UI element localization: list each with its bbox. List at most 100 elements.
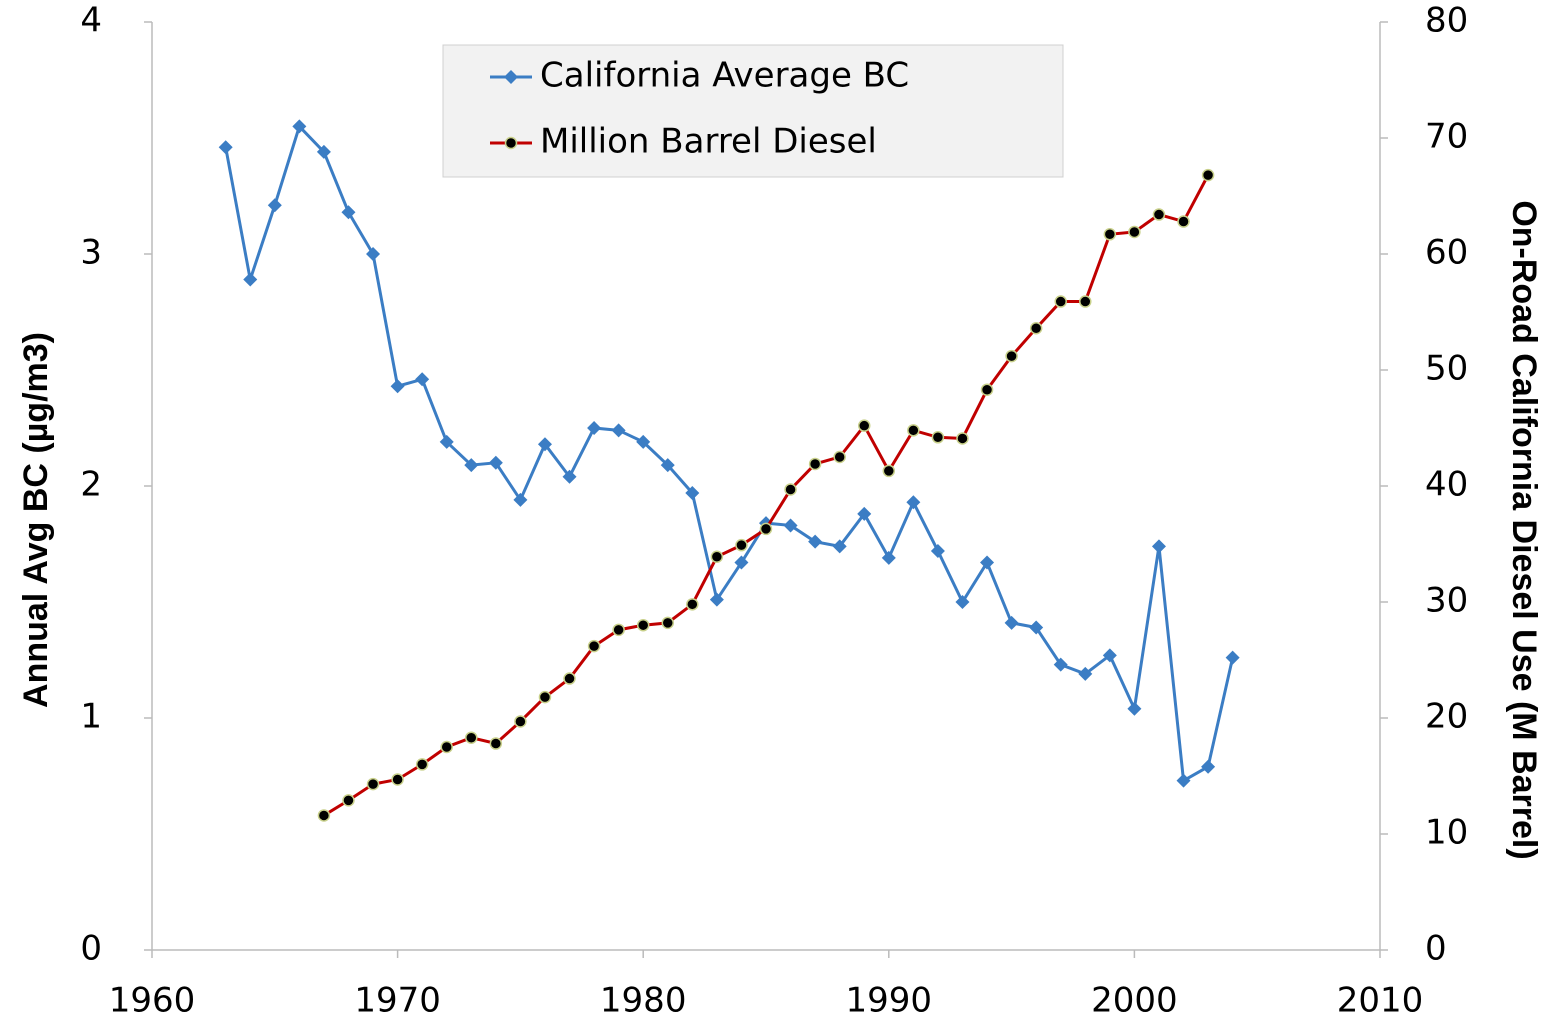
marker — [857, 419, 871, 432]
marker — [1176, 773, 1191, 788]
x-tick-label: 1990 — [846, 981, 933, 1021]
y-tick-label: 0 — [80, 929, 102, 969]
marker — [1029, 321, 1043, 335]
marker — [587, 421, 602, 435]
marker — [1103, 228, 1117, 241]
marker — [686, 598, 699, 611]
marker — [832, 539, 847, 554]
marker — [1127, 701, 1142, 716]
marker — [537, 437, 552, 452]
marker — [735, 538, 748, 552]
marker — [980, 555, 995, 570]
y2-tick-label: 30 — [1425, 581, 1468, 621]
marker — [563, 672, 576, 685]
marker — [243, 272, 258, 287]
x-tick-label: 1980 — [600, 981, 687, 1021]
marker — [1078, 666, 1093, 681]
marker — [833, 450, 846, 464]
y2-tick-label: 20 — [1425, 697, 1468, 737]
y-tick-label: 4 — [80, 1, 102, 41]
marker — [316, 144, 331, 159]
marker — [907, 424, 920, 437]
marker — [1005, 349, 1018, 363]
y-tick-label: 2 — [80, 465, 102, 505]
y2-tick-label: 70 — [1425, 117, 1468, 157]
marker — [611, 423, 626, 438]
y2-tick-label: 10 — [1425, 813, 1468, 853]
marker — [1128, 225, 1141, 239]
y2-tick-label: 50 — [1425, 349, 1468, 389]
marker — [489, 737, 503, 750]
marker — [439, 434, 454, 449]
marker — [881, 550, 896, 565]
marker — [906, 495, 921, 510]
marker — [709, 592, 724, 607]
series-line — [323, 174, 1210, 817]
marker — [465, 731, 478, 744]
marker — [931, 431, 945, 444]
marker — [267, 198, 282, 213]
marker — [1151, 539, 1166, 554]
marker — [587, 639, 601, 653]
marker — [1004, 615, 1019, 630]
marker — [808, 534, 823, 549]
marker — [636, 434, 651, 449]
series-line — [224, 123, 1235, 784]
marker — [514, 715, 527, 728]
marker — [1054, 295, 1067, 308]
marker — [1201, 759, 1216, 774]
marker — [759, 522, 773, 536]
marker — [562, 469, 577, 484]
marker — [218, 140, 233, 155]
marker — [955, 595, 970, 609]
marker — [685, 485, 700, 500]
marker — [930, 543, 945, 558]
marker — [784, 483, 797, 496]
legend-label: Million Barrel Diesel — [540, 122, 877, 162]
marker — [341, 205, 356, 220]
marker — [366, 777, 380, 791]
marker — [857, 506, 872, 521]
y-tick-label: 1 — [80, 697, 102, 737]
marker — [1029, 620, 1044, 635]
legend-label: California Average BC — [540, 56, 909, 96]
y2-tick-label: 60 — [1425, 233, 1468, 273]
legend-box — [442, 44, 1064, 178]
marker — [1079, 295, 1092, 308]
marker — [1102, 648, 1117, 663]
marker — [391, 773, 404, 786]
marker — [808, 457, 822, 471]
marker — [1225, 650, 1240, 665]
marker — [636, 618, 650, 632]
marker — [660, 458, 675, 473]
marker — [710, 550, 724, 564]
marker — [980, 383, 994, 396]
marker — [612, 623, 625, 637]
marker — [488, 455, 503, 470]
x-tick-label: 2010 — [1337, 981, 1424, 1021]
marker — [415, 758, 429, 771]
marker — [538, 690, 552, 704]
marker — [1177, 215, 1190, 228]
marker — [366, 247, 381, 261]
x-tick-label: 2000 — [1091, 981, 1178, 1021]
x-tick-label: 1960 — [109, 981, 196, 1021]
y-tick-label: 3 — [80, 233, 102, 273]
marker — [317, 809, 331, 822]
marker — [956, 432, 969, 445]
marker — [292, 119, 307, 134]
legend-marker — [504, 70, 518, 84]
marker — [1152, 208, 1166, 221]
marker — [415, 372, 430, 387]
marker — [882, 464, 896, 478]
marker — [1053, 657, 1068, 672]
y2-tick-label: 0 — [1425, 929, 1447, 969]
y2-tick-label: 80 — [1425, 1, 1468, 41]
y-axis-label: Annual Avg BC (µg/m3) — [17, 332, 55, 708]
marker — [783, 518, 798, 533]
x-tick-label: 1970 — [354, 981, 441, 1021]
marker — [440, 740, 453, 754]
marker — [390, 379, 405, 394]
marker — [1201, 168, 1215, 182]
